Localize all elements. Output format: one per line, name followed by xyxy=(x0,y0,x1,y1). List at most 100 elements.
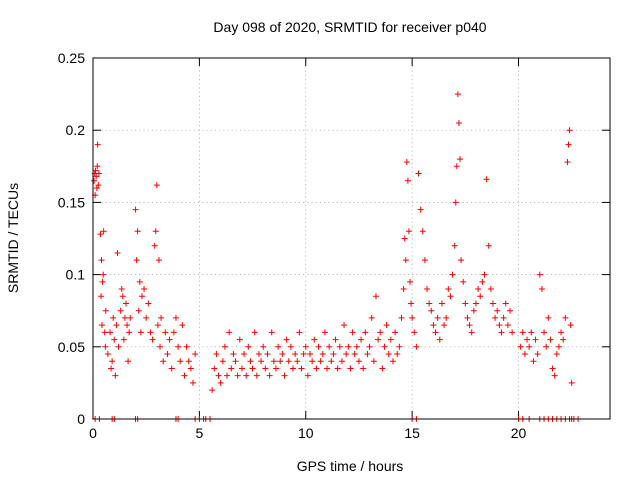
data-point xyxy=(183,343,190,350)
data-point xyxy=(385,351,392,358)
data-point xyxy=(97,231,104,238)
data-point xyxy=(277,358,284,365)
data-point xyxy=(338,358,345,365)
data-point xyxy=(551,372,558,379)
data-point xyxy=(127,314,134,321)
data-point xyxy=(332,336,339,343)
data-point xyxy=(405,228,412,235)
data-point xyxy=(377,329,384,336)
x-tick-label: 20 xyxy=(511,425,527,441)
data-point xyxy=(158,314,165,321)
data-point xyxy=(317,358,324,365)
data-point xyxy=(110,314,117,321)
data-point xyxy=(121,314,128,321)
data-point xyxy=(289,365,296,372)
data-point xyxy=(543,343,550,350)
data-point xyxy=(270,358,277,365)
data-point xyxy=(334,365,341,372)
data-point xyxy=(135,307,142,314)
data-point xyxy=(321,329,328,336)
data-point xyxy=(387,336,394,343)
data-point xyxy=(108,365,115,372)
data-point xyxy=(268,329,275,336)
data-point xyxy=(368,314,375,321)
data-point xyxy=(213,351,220,358)
data-point xyxy=(119,293,126,300)
data-point xyxy=(298,365,305,372)
data-point xyxy=(315,343,322,350)
data-point xyxy=(95,170,102,177)
data-point xyxy=(185,358,192,365)
data-point xyxy=(500,314,507,321)
data-point xyxy=(115,343,122,350)
data-point xyxy=(309,358,316,365)
data-point xyxy=(243,372,250,379)
data-point xyxy=(341,322,348,329)
data-point xyxy=(567,322,574,329)
data-point xyxy=(443,314,450,321)
data-point xyxy=(285,358,292,365)
data-point xyxy=(99,278,106,285)
data-point xyxy=(154,322,161,329)
data-point xyxy=(392,329,399,336)
data-point xyxy=(462,300,469,307)
data-points xyxy=(91,91,582,422)
data-point xyxy=(532,336,539,343)
y-tick-label: 0.2 xyxy=(66,122,86,138)
data-point xyxy=(564,158,571,165)
data-point xyxy=(355,358,362,365)
data-point xyxy=(136,278,143,285)
y-tick-label: 0.1 xyxy=(66,267,86,283)
data-point xyxy=(502,300,509,307)
data-point xyxy=(492,314,499,321)
data-point xyxy=(475,286,482,293)
data-point xyxy=(504,322,511,329)
data-point xyxy=(460,278,467,285)
data-point xyxy=(245,343,252,350)
y-tick-label: 0.05 xyxy=(58,339,85,355)
data-point xyxy=(507,307,514,314)
data-point xyxy=(568,379,575,386)
y-tick-label: 0.25 xyxy=(58,50,85,66)
data-point xyxy=(179,322,186,329)
tick-labels: 0 5 10 15 20 0 0.05 0.1 0.15 0.2 0.25 xyxy=(58,50,527,441)
data-point xyxy=(553,351,560,358)
data-point xyxy=(120,336,127,343)
data-point xyxy=(143,314,150,321)
data-point xyxy=(362,329,369,336)
grid-lines xyxy=(93,58,610,419)
data-point xyxy=(466,322,473,329)
data-point xyxy=(91,177,98,184)
data-point xyxy=(562,314,569,321)
data-point xyxy=(155,257,162,264)
data-point xyxy=(266,372,273,379)
data-point xyxy=(432,329,439,336)
data-point xyxy=(170,329,177,336)
data-point xyxy=(93,184,100,191)
data-point xyxy=(247,358,254,365)
data-point xyxy=(330,351,337,358)
data-point xyxy=(372,293,379,300)
data-point xyxy=(260,343,267,350)
data-point xyxy=(375,336,382,343)
data-point xyxy=(396,343,403,350)
data-point xyxy=(541,329,548,336)
data-point xyxy=(524,336,531,343)
data-point xyxy=(300,351,307,358)
data-point xyxy=(172,314,179,321)
data-point xyxy=(262,365,269,372)
data-point xyxy=(328,358,335,365)
data-point xyxy=(107,329,114,336)
data-point xyxy=(445,286,452,293)
data-point xyxy=(411,329,418,336)
data-point xyxy=(468,329,475,336)
data-point xyxy=(147,329,154,336)
data-point xyxy=(517,343,524,350)
data-point xyxy=(168,365,175,372)
data-point xyxy=(133,257,140,264)
data-point xyxy=(428,307,435,314)
data-point xyxy=(111,336,118,343)
data-point xyxy=(409,314,416,321)
data-point xyxy=(224,372,231,379)
